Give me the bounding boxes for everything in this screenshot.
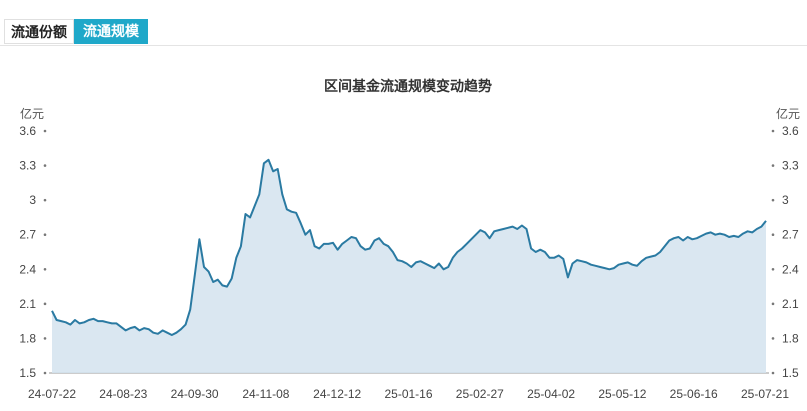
y-tick-label-right: 2.1: [782, 297, 799, 311]
y-tick-label-right: 2.4: [782, 262, 799, 276]
y-axis-labels: 1.5 1.5 1.8 1.8 2.1 2.1 2.4 2.4 2.7 2.7 3 3 3.3 3.3 3.…: [19, 124, 799, 380]
y-tick-label-right: 1.8: [782, 331, 799, 345]
y-tick-dot-right: [771, 267, 775, 271]
tab-bar: 流通份额 流通规模: [0, 0, 807, 46]
y-tick-label-left: 3.6: [19, 124, 36, 138]
y-tick-label-right: 1.5: [782, 366, 799, 380]
x-tick-label: 25-01-16: [384, 387, 432, 401]
y-tick-label-right: 3.6: [782, 124, 799, 138]
y-tick-label-left: 1.5: [19, 366, 36, 380]
y-tick-dot-left: [43, 129, 47, 133]
y-tick-label-left: 3: [29, 193, 36, 207]
x-tick-label: 24-08-23: [99, 387, 147, 401]
y-tick-dot-left: [43, 198, 47, 202]
x-tick-label: 25-07-21: [741, 387, 789, 401]
y-tick-label-left: 2.4: [19, 262, 36, 276]
y-tick-dot-right: [771, 302, 775, 306]
y-tick-dot-left: [43, 302, 47, 306]
y-axis-unit-left: 亿元: [20, 106, 44, 121]
chart-title: 区间基金流通规模变动趋势: [324, 78, 492, 94]
x-tick-label: 25-06-16: [670, 387, 718, 401]
x-axis-labels: 24-07-22 24-08-23 24-09-30 24-11-08 24-12-12…: [28, 387, 789, 401]
y-tick-label-left: 2.7: [19, 228, 36, 242]
y-tick-dot-right: [771, 371, 775, 375]
y-tick-dot-left: [43, 164, 47, 167]
y-axis-unit-right: 亿元: [776, 106, 800, 121]
tab-circulating-scale[interactable]: 流通规模: [74, 19, 148, 44]
x-tick-label: 25-04-02: [527, 387, 575, 401]
y-tick-label-right: 3.3: [782, 159, 799, 173]
y-tick-label-left: 3.3: [19, 159, 36, 173]
y-tick-label-left: 1.8: [19, 331, 36, 345]
y-tick-dot-right: [771, 337, 775, 340]
x-tick-label: 25-02-27: [456, 387, 504, 401]
y-tick-label-right: 3: [782, 193, 789, 207]
y-tick-dot-right: [771, 164, 775, 167]
x-tick-label: 25-05-12: [598, 387, 646, 401]
x-tick-label: 24-09-30: [171, 387, 219, 401]
y-tick-dot-right: [771, 198, 775, 202]
x-tick-label: 24-12-12: [313, 387, 361, 401]
y-tick-dot-left: [43, 267, 47, 271]
y-tick-dot-right: [771, 129, 775, 133]
y-tick-dot-left: [43, 337, 47, 340]
y-tick-dot-left: [43, 233, 47, 237]
series-line: [51, 158, 767, 336]
y-tick-dot-left: [43, 371, 47, 375]
x-tick-label: 24-11-08: [242, 387, 289, 401]
x-tick-label: 24-07-22: [28, 387, 76, 401]
y-tick-label-right: 2.7: [782, 228, 799, 242]
plot-area: [51, 158, 767, 373]
tab-circulating-shares[interactable]: 流通份额: [4, 19, 74, 44]
y-tick-label-left: 2.1: [19, 297, 36, 311]
y-tick-dot-right: [771, 233, 775, 237]
